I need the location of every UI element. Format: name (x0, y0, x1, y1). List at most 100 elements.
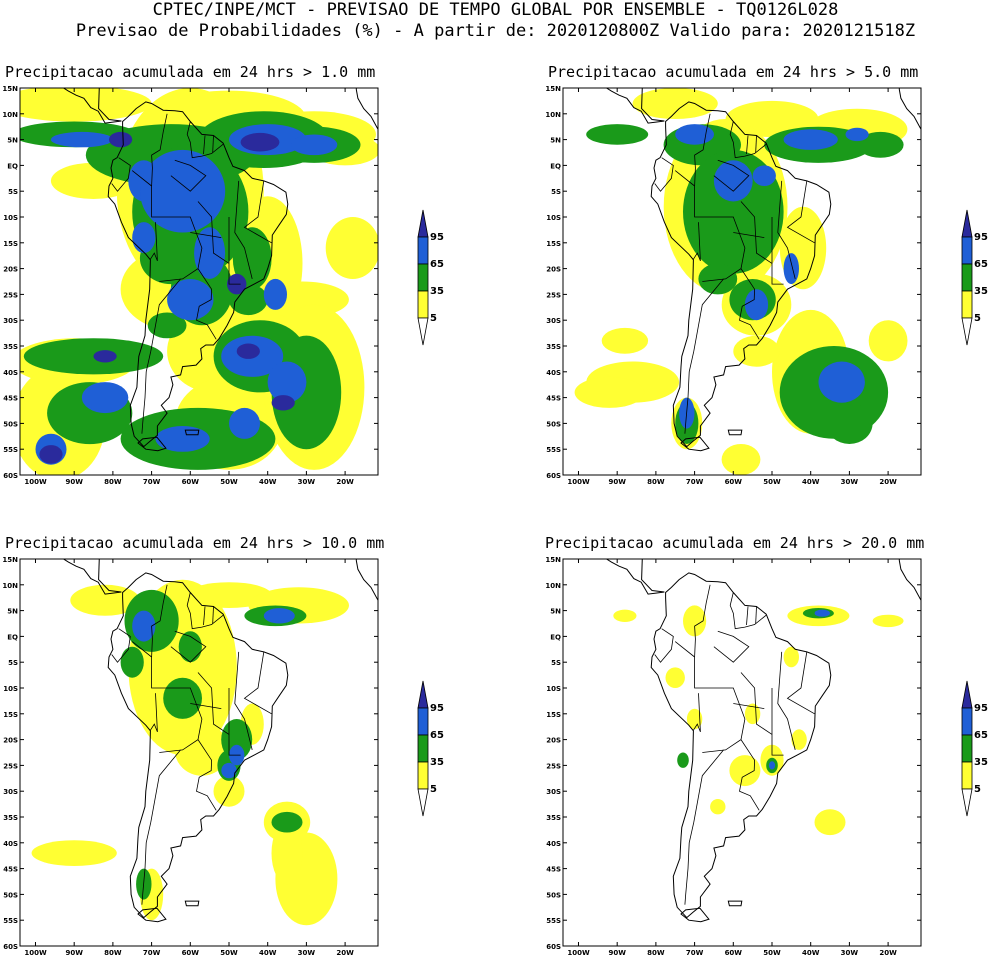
lat-tick-label: 55S (546, 446, 561, 454)
probability-patch (81, 382, 129, 414)
coastline (898, 88, 921, 130)
probability-patch (665, 667, 685, 688)
legend-label: 35 (430, 757, 444, 768)
lat-tick-label: 45S (546, 866, 561, 874)
country-border (151, 113, 168, 187)
country-border (243, 651, 272, 715)
country-border (234, 651, 253, 750)
lat-tick-label: 5N (7, 608, 18, 616)
lat-tick-label: 15S (3, 711, 18, 719)
lat-tick-label: 50S (3, 420, 18, 428)
lon-tick-label: 90W (65, 949, 83, 957)
lat-tick-label: 25S (546, 762, 561, 770)
country-border (243, 180, 272, 244)
legend-label: 65 (974, 259, 988, 270)
coastline (137, 907, 167, 923)
country-border (755, 606, 757, 624)
country-border (111, 157, 131, 192)
lon-tick-label: 80W (104, 949, 122, 957)
probability-patch (574, 376, 645, 408)
probability-patch (271, 822, 303, 885)
lat-tick-label: 15N (545, 556, 561, 564)
country-border (212, 606, 214, 624)
lon-tick-label: 40W (259, 478, 277, 486)
legend-label: 65 (430, 259, 444, 270)
legend-label: 5 (430, 313, 437, 324)
probability-field (20, 88, 378, 475)
country-border (149, 693, 158, 733)
probability-patch (752, 165, 776, 186)
lon-tick-label: 90W (608, 478, 626, 486)
country-border (228, 217, 241, 285)
lon-tick-label: 20W (879, 949, 897, 957)
lon-tick-label: 100W (567, 478, 590, 486)
country-border (141, 278, 181, 434)
legend-label: 95 (430, 232, 444, 243)
country-border (692, 222, 701, 262)
lat-tick-label: 5N (7, 137, 18, 145)
panel-4-title: Precipitacao acumulada em 24 hrs > 20.0 … (545, 534, 925, 552)
lat-tick-label: 45S (3, 395, 18, 403)
country-border (746, 135, 749, 155)
country-border (733, 232, 765, 238)
probability-patch (814, 809, 846, 836)
country-border (196, 739, 217, 811)
lat-tick-label: EQ (550, 633, 561, 641)
probability-field (563, 88, 921, 475)
probability-patch (31, 840, 117, 866)
probability-patch (683, 605, 707, 637)
lon-tick-label: 20W (336, 478, 354, 486)
lat-tick-label: 10N (2, 582, 18, 590)
lat-tick-label: 10S (3, 214, 18, 222)
lat-tick-label: EQ (7, 633, 18, 641)
lon-tick-label: 40W (802, 478, 820, 486)
lat-tick-label: 30S (546, 788, 561, 796)
country-border (692, 693, 701, 733)
coastline (62, 559, 122, 595)
country-border (713, 630, 750, 663)
probability-patch (236, 343, 260, 359)
lat-tick-label: 10N (2, 111, 18, 119)
probability-patch (632, 88, 718, 119)
lat-tick-label: 30S (546, 317, 561, 325)
coastline (680, 436, 710, 452)
lon-tick-label: 100W (24, 949, 47, 957)
probability-patch (290, 134, 338, 156)
country-border (729, 592, 767, 630)
coastline (107, 101, 289, 448)
legend-label: 35 (430, 286, 444, 297)
probability-patch (93, 350, 117, 363)
map-panel-4: 15N 10N 5N EQ 5S 10S 15S 20S 25S 30S 35S 40S 45S 50S 5… (545, 556, 922, 957)
country-border (739, 739, 760, 811)
probability-patch (221, 762, 237, 779)
lat-tick-label: 35S (546, 814, 561, 822)
probability-patch (698, 263, 738, 295)
country-border (131, 170, 203, 282)
probability-patch (213, 775, 245, 807)
probability-field (20, 559, 378, 946)
lon-tick-label: 70W (686, 478, 704, 486)
probability-patch (271, 395, 295, 411)
lat-tick-label: 30S (3, 317, 18, 325)
probability-patch (686, 708, 703, 730)
probability-patch (845, 127, 869, 142)
probability-patch (601, 327, 649, 354)
lat-tick-label: 50S (3, 891, 18, 899)
country-border (729, 121, 767, 159)
map-panel-2: 15N 10N 5N EQ 5S 10S 15S 20S 25S 30S 35S 40S 45S 50S 5… (545, 85, 922, 486)
legend-colorbar: 95 65 35 5 (417, 680, 444, 817)
coastline (184, 429, 200, 436)
lon-tick-label: 60W (725, 949, 743, 957)
lat-tick-label: 20S (3, 266, 18, 274)
lon-tick-label: 70W (143, 949, 161, 957)
probability-patch (271, 811, 303, 833)
panel-1-title: Precipitacao acumulada em 24 hrs > 1.0 m… (5, 63, 376, 81)
lat-tick-label: 45S (546, 395, 561, 403)
lat-tick-label: 55S (546, 917, 561, 925)
probability-patch (710, 799, 726, 815)
country-border (694, 113, 711, 187)
legend-label: 5 (974, 313, 981, 324)
country-border (141, 749, 181, 905)
probability-patch (857, 131, 904, 158)
legend-label: 95 (974, 232, 988, 243)
